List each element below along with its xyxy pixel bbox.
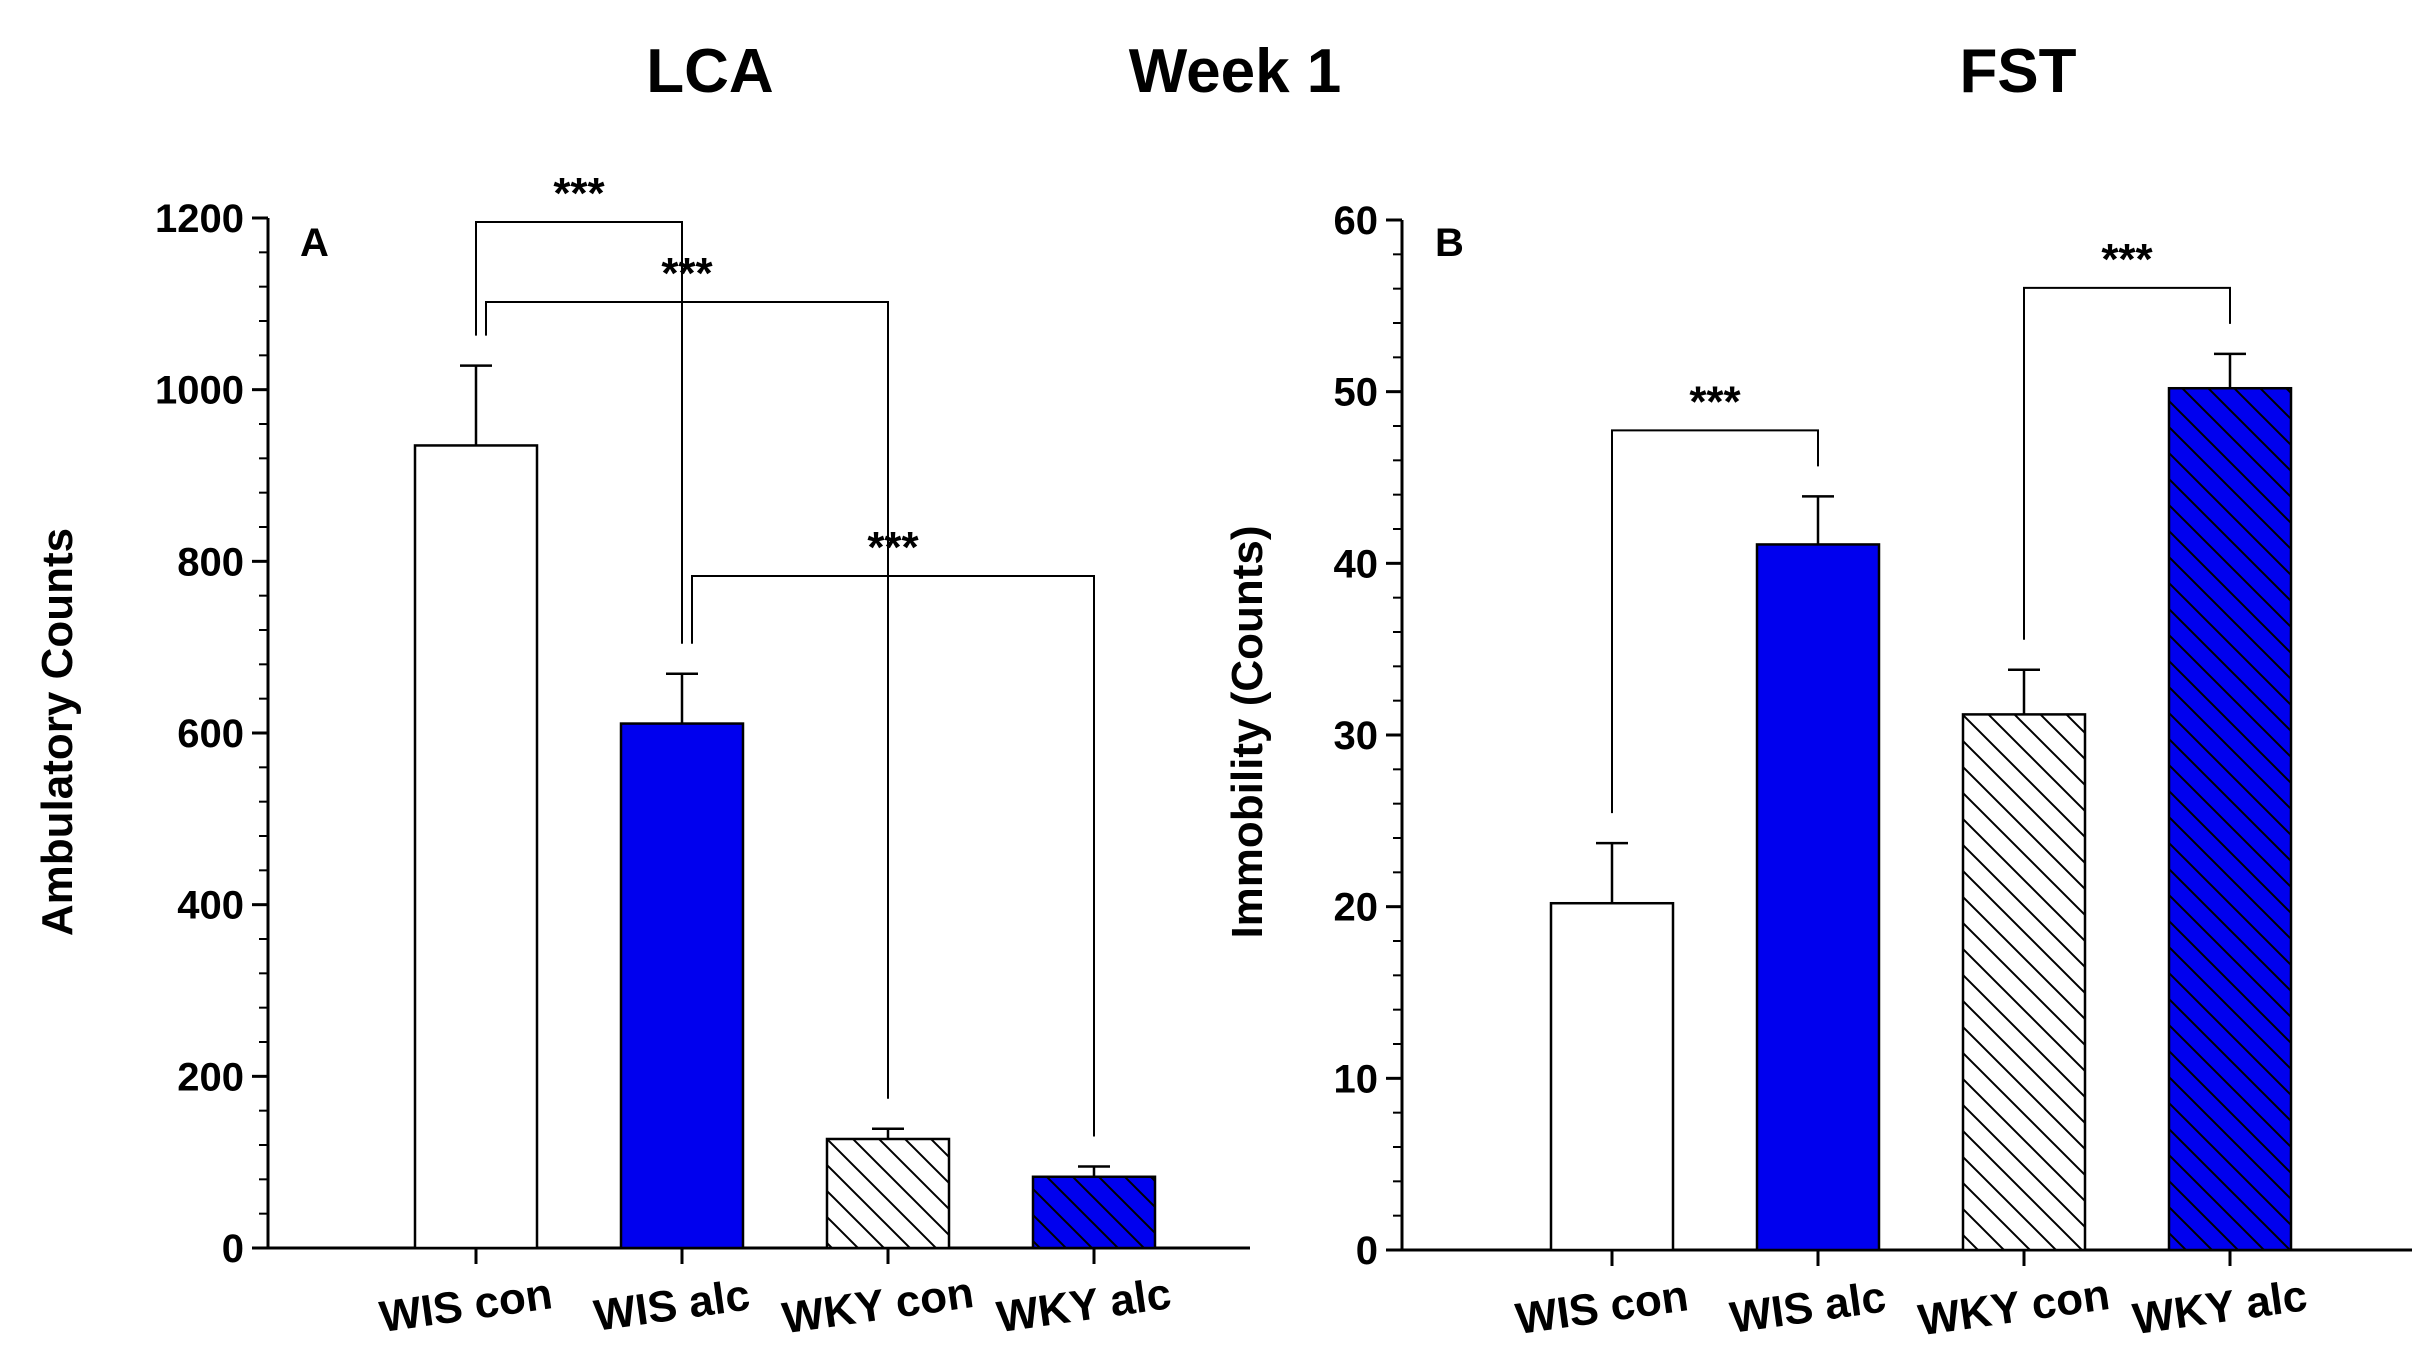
panel-a-sig-label: *** [553,169,605,218]
panel-b-bar [1961,713,2087,1252]
panel-b-y-tick-label: 60 [1334,199,1379,243]
panel-a-y-tick-label: 0 [222,1227,244,1271]
panel-b-x-tick-label: WIS con [1513,1271,1692,1344]
panel-b-bar [2167,386,2293,1252]
panel-b-y-tick-label: 50 [1334,371,1379,415]
panel-b-sig-bracket [2023,286,2231,640]
panel-b-x-tick-label: WKY alc [2130,1271,2310,1344]
panel-a-y-tick-label: 1000 [155,369,244,413]
panel-b-y-axis-label: Immobility (Counts) [1223,525,1272,938]
panel-a-sig-bracket [485,301,889,1099]
panel-a-x-tick-label: WIS con [377,1269,556,1342]
panel-a-y-tick-label: 600 [177,712,244,756]
panel-b-x-tick-label: WKY con [1915,1270,2112,1345]
panel-a-y-axis-label: Ambulatory Counts [33,528,82,936]
panel-a: A Ambulatory Counts 0 200 400 600 800 1000 120… [33,169,1250,1343]
panel-b-y-tick-label: 0 [1356,1229,1378,1273]
panel-b-sig-label: *** [1689,377,1741,426]
panel-a-sig-bracket [475,221,683,644]
panel-a-x-tick-label: WIS alc [591,1270,753,1340]
panel-b-y-tick-label: 40 [1334,542,1379,586]
panel-b-y-tick-label: 10 [1334,1057,1379,1101]
panel-a-y-tick-label: 1200 [155,197,244,241]
panel-a-y-tick-label: 400 [177,884,244,928]
panel-a-bar [619,722,745,1250]
panel-b-sig-bracket [1611,429,1819,814]
panel-a-letter: A [300,221,329,265]
figure-center-title: Week 1 [1129,37,1342,106]
panel-a-sig-label: *** [661,249,713,298]
panel-b-significance: *** *** [1611,235,2231,814]
panel-a-sig-bracket [691,575,1095,1137]
panel-a-significance: *** *** *** [475,169,1095,1137]
panel-a-y-tick-label: 800 [177,540,244,584]
panel-b-y-tick-label: 30 [1334,714,1379,758]
panel-a-title: LCA [646,37,773,106]
panel-a-y-tick-label: 200 [177,1055,244,1099]
panel-b-bar [1755,543,1881,1252]
panel-b-bars [1549,352,2293,1252]
panel-b-x-tick-label: WIS alc [1727,1272,1889,1342]
panel-a-x-tick-label: WKY con [779,1268,976,1343]
panel-a-sig-label: *** [867,523,919,572]
panel-b-title: FST [1959,37,2076,106]
panel-b-sig-label: *** [2101,235,2153,284]
panel-b-y-tick-label: 20 [1334,886,1379,930]
panel-a-bars [413,364,1157,1250]
panel-a-bar [825,1137,951,1250]
panel-b-letter: B [1435,221,1464,265]
panel-a-bar [1031,1175,1157,1250]
panel-a-x-tick-label: WKY alc [994,1269,1174,1342]
panel-b: B Immobility (Counts) 0 10 20 30 40 50 60 WIS c… [1223,199,2412,1345]
panel-b-bar [1549,901,1675,1252]
panel-a-bar [413,444,539,1250]
